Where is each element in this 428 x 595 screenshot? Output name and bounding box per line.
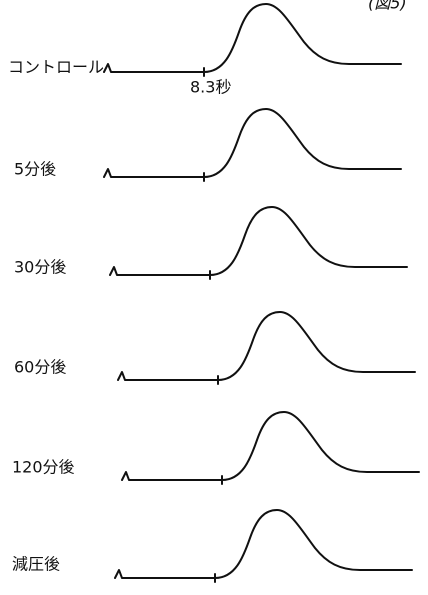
figure-label: (図5) [368,0,407,13]
trace-label: 減圧後 [12,555,60,574]
trace-label: コントロール [8,58,104,77]
trace-curve [104,4,401,76]
trace-curve [115,510,412,582]
trace-curve [122,412,419,484]
trace-label: 60分後 [14,358,66,377]
trace-curve [118,312,415,384]
trace-annotation: 8.3秒 [190,78,231,97]
trace-label: 30分後 [14,258,66,277]
trace-curve [104,109,401,181]
trace-label: 5分後 [14,160,56,179]
trace-curve [110,207,407,279]
figure: (図5) コントロール 8.3秒 5分後 30分後 60分後 120分後 減圧後 [0,0,428,595]
trace-label: 120分後 [12,458,75,477]
